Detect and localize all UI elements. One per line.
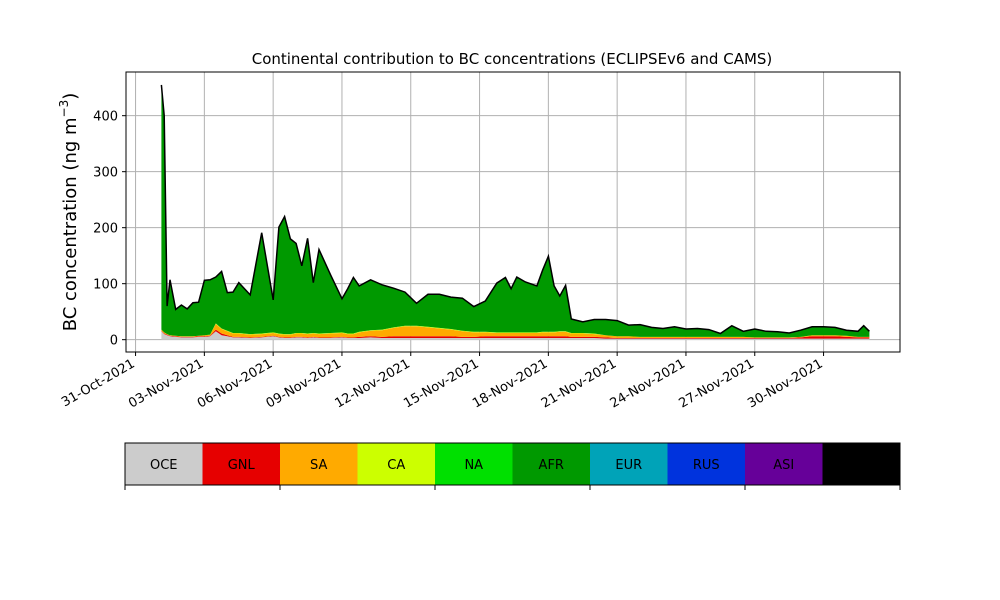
y-axis-label-main: BC concentration (ng m: [60, 117, 81, 331]
legend-swatch-na: [435, 443, 513, 485]
legend-label: RUS: [693, 458, 720, 473]
x-axis: 31-Oct-202103-Nov-202106-Nov-202109-Nov-…: [59, 352, 826, 411]
legend-swatch-oce: [125, 443, 203, 485]
legend-swatch-gnl: [202, 443, 280, 485]
total-outline: [160, 84, 870, 335]
y-axis-label-close: ): [60, 93, 81, 100]
legend-label: ASI: [773, 458, 794, 473]
plot-frame: [125, 71, 901, 353]
legend-swatch-rus: [667, 443, 745, 485]
legend-label: CA: [387, 458, 405, 473]
total-line: [160, 84, 870, 335]
area-gnl: [161, 329, 870, 339]
x-tick-label: 21-Nov-2021: [539, 356, 619, 411]
y-tick-label: 0: [110, 334, 118, 349]
legend-frame: [124, 442, 901, 486]
chart-title: Continental contribution to BC concentra…: [252, 50, 773, 68]
legend-swatch-sa: [280, 443, 358, 485]
x-tick-label: 18-Nov-2021: [470, 356, 550, 411]
x-tick-label: 15-Nov-2021: [401, 356, 481, 411]
x-tick-label: 06-Nov-2021: [195, 356, 275, 411]
x-tick-label: 30-Nov-2021: [745, 356, 825, 411]
y-axis-label: BC concentration (ng m−3): [57, 93, 81, 332]
legend-label: NA: [464, 458, 483, 473]
legend-swatch-afr: [512, 443, 590, 485]
x-tick-label: 24-Nov-2021: [608, 356, 688, 411]
y-tick-label: 100: [93, 278, 118, 293]
legend-swatch-ca: [357, 443, 435, 485]
x-tick-label: 27-Nov-2021: [676, 356, 756, 411]
y-axis-label-superscript: −3: [57, 100, 71, 118]
y-tick-label: 300: [93, 166, 118, 181]
y-axis: 0 100 200 300 400: [93, 110, 126, 349]
stacked-areas: [161, 84, 870, 340]
legend-label: EUR: [615, 458, 642, 473]
area-oce: [161, 331, 870, 340]
x-tick-label: 09-Nov-2021: [264, 356, 344, 411]
legend-swatch-aus: [822, 443, 900, 485]
legend-label: AUS: [848, 458, 875, 473]
area-afr: [161, 84, 870, 338]
y-tick-label: 200: [93, 222, 118, 237]
legend-label: OCE: [150, 458, 178, 473]
x-tick-label: 31-Oct-2021: [59, 356, 137, 410]
legend-swatch-eur: [590, 443, 668, 485]
x-tick-label: 12-Nov-2021: [332, 356, 412, 411]
x-tick-label: 03-Nov-2021: [126, 356, 206, 411]
legend-swatch-asi: [745, 443, 823, 485]
color-legend: OCE GNL SA CA NA AFR EUR RUS ASI AUS: [124, 442, 901, 490]
legend-label: GNL: [228, 458, 256, 473]
y-tick-label: 400: [93, 110, 118, 125]
legend-label: AFR: [539, 458, 564, 473]
legend-label: SA: [310, 458, 327, 473]
area-sa: [161, 324, 870, 338]
